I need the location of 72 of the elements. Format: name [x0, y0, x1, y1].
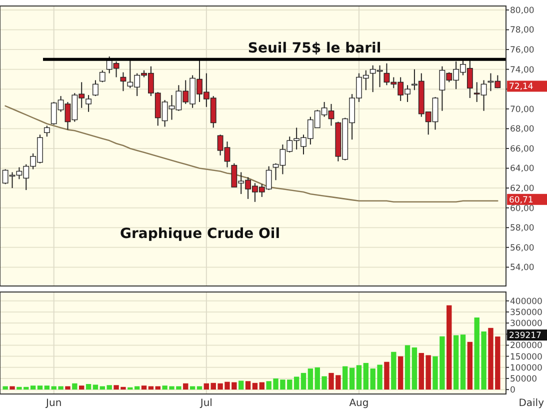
- bar: [190, 386, 196, 390]
- y-tick-label: 150000: [510, 352, 542, 362]
- bar: [44, 386, 50, 390]
- candlestick: [44, 125, 50, 138]
- bar: [2, 386, 8, 390]
- y-tick-label: 200000: [510, 341, 542, 352]
- bar: [141, 386, 147, 390]
- y-tick-label: 54,00: [510, 263, 534, 274]
- bar: [204, 383, 210, 390]
- y-tick-label: 66,00: [510, 144, 534, 154]
- text: Daily: [518, 398, 544, 409]
- bar: [453, 335, 459, 390]
- x-tick-label: Jun: [45, 398, 62, 409]
- bar: [10, 386, 15, 390]
- bar: [79, 386, 84, 390]
- bar: [460, 334, 466, 390]
- bar: [308, 368, 314, 390]
- ref-line-label: Seuil 75$ le baril: [248, 40, 382, 56]
- bar: [86, 384, 92, 390]
- bar: [238, 380, 244, 390]
- bar: [384, 362, 390, 390]
- bar: [245, 381, 251, 390]
- bar: [155, 386, 160, 390]
- y-tick-label: 100000: [510, 363, 542, 374]
- bar: [294, 376, 300, 390]
- candlestick: [120, 72, 126, 92]
- bar: [92, 384, 98, 390]
- bar: [356, 365, 362, 390]
- line-series: [4, 105, 498, 203]
- bar: [391, 352, 396, 390]
- bar: [148, 386, 154, 390]
- y-tick-label: 64,00: [510, 164, 534, 174]
- y-tick-label: 300000: [510, 319, 542, 330]
- candlestick: [86, 94, 92, 112]
- bar: [259, 382, 264, 390]
- bar: [404, 345, 410, 390]
- y-tick-label: 76,00: [510, 46, 534, 56]
- y-tick-label: 0: [510, 386, 516, 396]
- bar: [183, 383, 188, 390]
- bar: [252, 382, 258, 390]
- bar: [300, 372, 306, 390]
- y-tick-label: 74,00: [510, 65, 534, 76]
- y-tick-label: 400000: [510, 296, 542, 307]
- bar: [30, 386, 36, 390]
- text: 60,71: [509, 195, 534, 206]
- y-tick-label: 350000: [510, 308, 542, 318]
- y-tick-label: 62,00: [510, 184, 534, 194]
- annotation: Graphique Crude Oil: [120, 226, 280, 242]
- bar: [37, 386, 43, 390]
- y-tick-label: 50000: [510, 374, 538, 384]
- y-tick-label: 78,00: [510, 26, 534, 36]
- y-tick-label: 60,00: [510, 204, 534, 214]
- x-tick-label: Jul: [199, 398, 212, 409]
- text: 72,14: [509, 82, 534, 92]
- bar: [349, 368, 355, 390]
- x-tick-label: Aug: [349, 398, 369, 409]
- y-tick-label: 80,00: [510, 6, 534, 16]
- bar: [342, 366, 348, 390]
- bar: [196, 386, 202, 390]
- y-tick-label: 68,00: [510, 124, 534, 135]
- y-tick-label: 58,00: [510, 224, 534, 234]
- bar: [72, 383, 78, 390]
- bar: [398, 356, 404, 390]
- bar: [467, 342, 473, 390]
- candlestick: [99, 70, 106, 83]
- y-tick-label: 56,00: [510, 243, 534, 254]
- bar: [446, 305, 452, 390]
- bar: [65, 386, 70, 390]
- bar: [412, 347, 418, 390]
- y-tick-label: 70,00: [510, 104, 534, 115]
- text: 239217: [509, 330, 542, 341]
- candlestick: [92, 80, 98, 97]
